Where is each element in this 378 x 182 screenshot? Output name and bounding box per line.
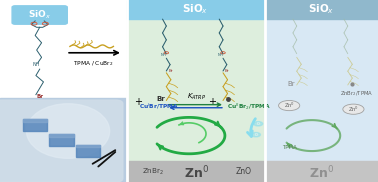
Text: NH: NH (217, 54, 223, 57)
Bar (127, 0, 265, 182)
Text: Br: Br (37, 94, 44, 99)
Text: TPMA / CuBr$_2$: TPMA / CuBr$_2$ (73, 59, 114, 68)
Text: ZnBr$_2$/TPMA: ZnBr$_2$/TPMA (341, 90, 374, 98)
Text: +: + (134, 97, 142, 107)
Bar (265, 161, 378, 182)
Bar (23, 119, 47, 131)
Circle shape (279, 100, 300, 111)
Bar (0, 0, 127, 182)
Bar (23, 119, 47, 122)
Text: ZnBr$_2$: ZnBr$_2$ (142, 167, 164, 177)
Bar (49, 134, 74, 136)
Text: Br: Br (225, 69, 229, 73)
Text: Zn$^0$: Zn$^0$ (284, 101, 295, 110)
Text: Br: Br (157, 96, 166, 102)
Bar (76, 145, 100, 157)
Text: Zn$^0$: Zn$^0$ (348, 104, 359, 114)
Text: +: + (208, 97, 216, 107)
Text: TPMA: TPMA (282, 145, 297, 150)
Text: $K_{ATRP}$: $K_{ATRP}$ (187, 92, 206, 102)
Circle shape (251, 132, 260, 137)
Text: SiO$_x$: SiO$_x$ (308, 3, 335, 16)
Text: O: O (257, 122, 260, 126)
Text: Br: Br (287, 81, 295, 87)
Bar (265, 0, 378, 19)
Text: Br: Br (168, 69, 173, 73)
Text: NH: NH (32, 62, 40, 66)
Text: Zn$^0$: Zn$^0$ (184, 164, 209, 181)
Bar (49, 134, 74, 146)
Circle shape (254, 122, 263, 126)
Bar (265, 0, 378, 182)
Bar (127, 0, 265, 19)
Ellipse shape (26, 104, 110, 158)
Text: Cu$^I$Br/TPMA: Cu$^I$Br/TPMA (139, 102, 179, 111)
Circle shape (343, 104, 364, 114)
Bar (0, 98, 127, 182)
Text: Zn$^0$: Zn$^0$ (309, 164, 334, 181)
Bar (127, 161, 265, 182)
Bar (76, 145, 100, 147)
Text: NH: NH (161, 54, 166, 57)
Text: ZnO: ZnO (236, 167, 252, 177)
FancyBboxPatch shape (12, 6, 67, 24)
Text: Cu$^{II}$Br$_2$/TPMA: Cu$^{II}$Br$_2$/TPMA (227, 101, 271, 112)
Text: SiO$_x$: SiO$_x$ (183, 3, 209, 16)
Text: O: O (254, 133, 257, 137)
FancyBboxPatch shape (0, 100, 123, 182)
Text: SiO$_x$: SiO$_x$ (28, 9, 51, 21)
